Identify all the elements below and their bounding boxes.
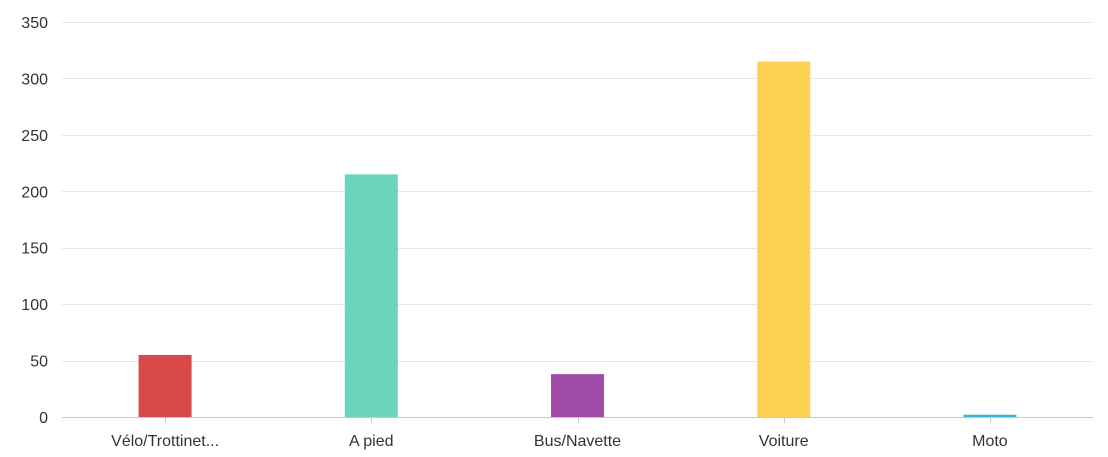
bar bbox=[344, 174, 398, 417]
y-tick-label: 300 bbox=[21, 71, 48, 88]
x-axis-tick-labels: Vélo/Trottinet... A pied Bus/Navette Voitur… bbox=[111, 433, 1008, 450]
bars bbox=[138, 61, 1017, 417]
y-tick-label: 250 bbox=[21, 128, 48, 145]
y-tick-label: 200 bbox=[21, 184, 48, 201]
x-tick-label: Voiture bbox=[759, 433, 809, 450]
bar bbox=[757, 61, 811, 417]
gridlines bbox=[62, 22, 1093, 362]
bar bbox=[963, 414, 1017, 417]
y-tick-label: 150 bbox=[21, 241, 48, 258]
x-axis bbox=[62, 417, 1093, 423]
bar bbox=[138, 354, 192, 417]
x-tick-label: A pied bbox=[349, 433, 393, 450]
x-tick-label: Vélo/Trottinet... bbox=[111, 433, 219, 450]
y-tick-label: 0 bbox=[39, 410, 48, 427]
y-axis-tick-labels: 0 50 100 150 200 250 300 350 bbox=[21, 15, 48, 427]
y-tick-label: 50 bbox=[30, 354, 48, 371]
x-tick-label: Bus/Navette bbox=[534, 433, 621, 450]
y-tick-label: 100 bbox=[21, 297, 48, 314]
bar bbox=[551, 374, 604, 417]
x-tick-label: Moto bbox=[972, 433, 1008, 450]
y-tick-label: 350 bbox=[21, 15, 48, 32]
